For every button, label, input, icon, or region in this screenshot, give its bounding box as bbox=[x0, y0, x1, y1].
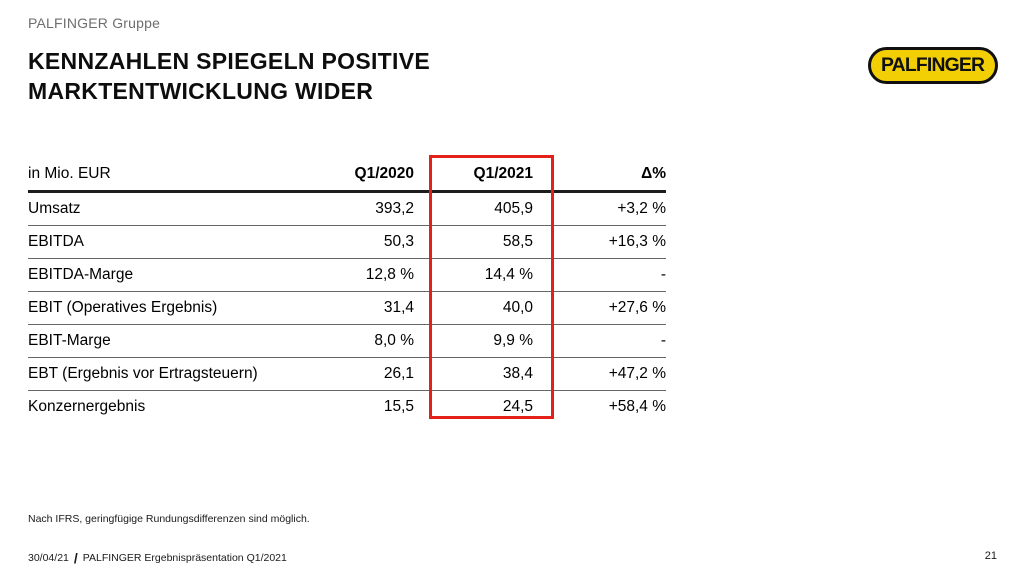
cell-delta: +27,6 % bbox=[533, 291, 666, 325]
table-row: Umsatz 393,2 405,9 +3,2 % bbox=[28, 191, 666, 226]
cell-q1-2021: 9,9 % bbox=[414, 324, 533, 358]
cell-q1-2020: 26,1 bbox=[268, 357, 414, 391]
footer-presentation-title: PALFINGER Ergebnispräsentation Q1/2021 bbox=[82, 552, 287, 564]
table-row: EBITDA 50,3 58,5 +16,3 % bbox=[28, 225, 666, 259]
row-label: EBITDA bbox=[28, 225, 268, 259]
cell-q1-2021: 24,5 bbox=[502, 398, 533, 415]
column-header-delta: Δ% bbox=[533, 158, 666, 193]
cell-q1-2021: 40,0 bbox=[414, 291, 533, 325]
row-label: Konzernergebnis bbox=[28, 398, 146, 415]
palfinger-logo-text: PALFINGER bbox=[881, 54, 985, 76]
page-title-line1: KENNZAHLEN SPIEGELN POSITIVE bbox=[28, 48, 431, 74]
page-title-line2: MARKTENTWICKLUNG WIDER bbox=[28, 78, 374, 104]
cell-q1-2020: 12,8 % bbox=[268, 258, 414, 292]
column-header-q1-2021: Q1/2021 bbox=[414, 158, 533, 193]
cell-q1-2020: 31,4 bbox=[268, 291, 414, 325]
cell-q1-2021: 38,4 bbox=[414, 357, 533, 391]
table-row: EBT (Ergebnis vor Ertragsteuern) 26,1 38… bbox=[28, 357, 666, 391]
cell-delta: - bbox=[533, 258, 666, 292]
page-number: 21 bbox=[984, 550, 997, 562]
footer-date: 30/04/21 bbox=[28, 552, 69, 564]
table-row: EBITDA-Marge 12,8 % 14,4 % - bbox=[28, 258, 666, 292]
row-label: EBITDA-Marge bbox=[28, 258, 268, 292]
kpi-table: in Mio. EUR Q1/2020 Q1/2021 Δ% Umsatz 39… bbox=[28, 158, 666, 423]
column-header-q1-2020: Q1/2020 bbox=[268, 158, 414, 193]
table-row: Konzernergebnis 15,5 24,5 +58,4 % bbox=[28, 391, 666, 424]
palfinger-logo: PALFINGER bbox=[868, 47, 998, 84]
cell-q1-2021: 58,5 bbox=[414, 225, 533, 259]
page-title: KENNZAHLEN SPIEGELN POSITIVE MARKTENTWICK… bbox=[28, 46, 430, 106]
row-label: Umsatz bbox=[28, 191, 268, 226]
cell-delta: +47,2 % bbox=[533, 357, 666, 391]
cell-q1-2020: 393,2 bbox=[268, 191, 414, 226]
row-label: EBIT-Marge bbox=[28, 324, 268, 358]
footer: 30/04/21 / PALFINGER Ergebnispräsentatio… bbox=[28, 550, 287, 566]
cell-delta: +3,2 % bbox=[533, 191, 666, 226]
footer-separator: / bbox=[73, 550, 78, 566]
cell-q1-2020: 15,5 bbox=[383, 398, 414, 415]
row-label: EBIT (Operatives Ergebnis) bbox=[28, 291, 268, 325]
table-row: EBIT-Marge 8,0 % 9,9 % - bbox=[28, 324, 666, 358]
cell-delta: +16,3 % bbox=[533, 225, 666, 259]
table-header-row: in Mio. EUR Q1/2020 Q1/2021 Δ% bbox=[28, 158, 666, 193]
table-row: EBIT (Operatives Ergebnis) 31,4 40,0 +27… bbox=[28, 291, 666, 325]
unit-label: in Mio. EUR bbox=[28, 158, 268, 193]
eyebrow-group-label: PALFINGER Gruppe bbox=[28, 15, 161, 31]
cell-q1-2020: 8,0 % bbox=[268, 324, 414, 358]
cell-delta: - bbox=[533, 324, 666, 358]
row-label: EBT (Ergebnis vor Ertragsteuern) bbox=[28, 357, 268, 391]
cell-q1-2020: 50,3 bbox=[268, 225, 414, 259]
footnote: Nach IFRS, geringfügige Rundungsdifferen… bbox=[28, 513, 310, 525]
cell-q1-2021: 405,9 bbox=[414, 191, 533, 226]
cell-q1-2021: 14,4 % bbox=[414, 258, 533, 292]
cell-delta: +58,4 % bbox=[608, 398, 666, 415]
